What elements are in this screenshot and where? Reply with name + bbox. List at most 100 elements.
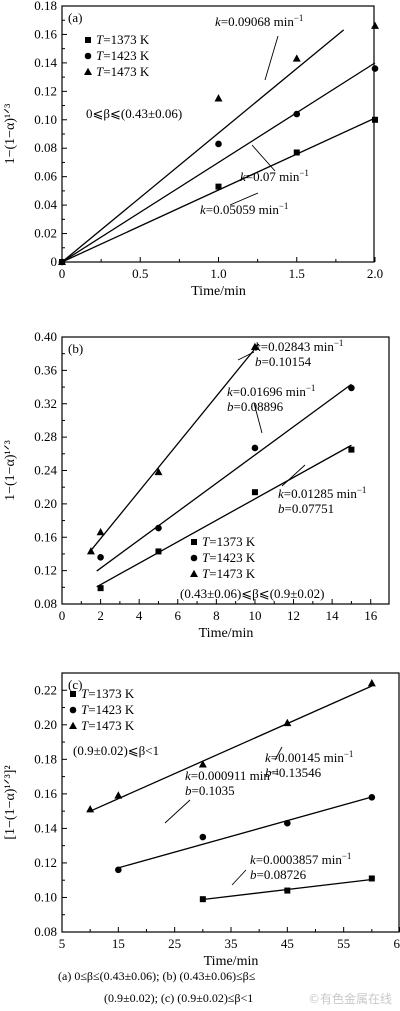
x-tick-label: 25 (168, 936, 181, 951)
fit-b-label: b=0.10154 (255, 354, 312, 369)
x-tick-label: 14 (326, 608, 340, 623)
fit-b-label: b=0.08896 (227, 399, 284, 414)
x-tick-label: 0 (59, 608, 66, 623)
y-tick-label: 0.10 (34, 889, 57, 904)
annotation-leader (251, 144, 276, 172)
data-point (367, 679, 376, 687)
condition-label: 0⩽β⩽(0.43±0.06) (86, 106, 182, 121)
x-axis-label: Time/min (199, 626, 254, 641)
panel-label: (a) (68, 10, 82, 25)
data-point (284, 819, 291, 827)
y-tick-label: 0.08 (34, 924, 57, 939)
data-point (96, 527, 105, 536)
data-point (215, 183, 222, 190)
data-point (154, 467, 163, 476)
panel-label: (b) (68, 341, 83, 356)
annotation-leader (164, 799, 191, 824)
y-tick-label: 0.36 (34, 362, 57, 377)
legend-marker (191, 539, 197, 545)
data-point (115, 866, 122, 874)
data-point (86, 805, 95, 813)
y-axis-label: 1−(1−α)¹ᐟ³ (3, 440, 18, 501)
fit-k-label: k=0.05059 min−1 (200, 201, 288, 217)
fit-line (96, 444, 352, 588)
y-tick-label: 0.16 (34, 786, 57, 801)
caption-line-1: (a) 0≤β≤(0.43±0.06); (b) (0.43±0.06)≤β≤ (58, 969, 256, 983)
legend-marker (84, 67, 92, 75)
x-tick-label: 1.0 (210, 266, 226, 281)
data-point (198, 760, 207, 768)
legend-marker (84, 52, 92, 60)
annotation-leader (229, 192, 259, 206)
data-point (199, 833, 207, 841)
x-tick-label: 45 (281, 936, 294, 951)
x-tick-label: 4 (136, 608, 143, 623)
caption-line-2: (0.9±0.02); (c) (0.9±0.02)≤β<1 (104, 991, 254, 1005)
fit-k-label: k=0.07 min−1 (240, 168, 309, 184)
y-tick-label: 0.20 (34, 496, 57, 511)
legend-label: T=1373 K (81, 686, 135, 701)
data-point (97, 553, 104, 561)
y-tick-label: 0.20 (34, 717, 57, 732)
data-point (114, 791, 123, 799)
y-tick-label: 0.08 (34, 140, 57, 155)
fit-k-label: k=0.01285 min−1 (278, 485, 366, 501)
x-tick-label: 1.5 (289, 266, 305, 281)
fit-k-label: k=0.00145 min−1 (265, 749, 353, 765)
fit-b-label: b=0.07751 (278, 501, 334, 516)
x-tick-label: 2.0 (367, 266, 383, 281)
legend-marker (190, 569, 198, 577)
y-axis-label: 1−(1−α)¹ᐟ³ (3, 104, 18, 165)
y-tick-label: 0 (51, 254, 58, 269)
y-tick-label: 0.04 (34, 197, 57, 212)
fit-k-label: k=0.01696 min−1 (227, 383, 315, 399)
y-tick-label: 0.16 (34, 26, 57, 41)
x-tick-label: 2 (97, 608, 104, 623)
y-tick-label: 0.32 (34, 396, 57, 411)
y-tick-label: 0.14 (34, 820, 57, 835)
annotation-leader (253, 402, 263, 434)
annotation-leader (274, 746, 283, 761)
legend-label: T=1473 K (81, 718, 135, 733)
data-point (155, 548, 162, 555)
y-tick-label: 0.18 (34, 0, 57, 13)
fit-line (96, 383, 352, 572)
x-tick-label: 15 (112, 936, 125, 951)
y-axis-label: [1−(1−α)¹ᐟ³]² (3, 765, 18, 839)
condition-label: (0.43±0.06)⩽β⩽(0.9±0.02) (180, 586, 325, 601)
data-point (371, 21, 379, 29)
data-point (371, 65, 379, 72)
data-point (214, 94, 223, 102)
x-tick-label: 35 (225, 936, 238, 951)
data-point (155, 524, 162, 532)
legend-marker (85, 37, 91, 43)
data-point (250, 342, 259, 351)
data-point (293, 149, 300, 156)
data-point (348, 384, 355, 392)
annotation-leader (264, 35, 279, 81)
y-tick-label: 0.28 (34, 429, 57, 444)
data-point (368, 875, 375, 882)
data-point (292, 54, 301, 62)
x-tick-label: 0.5 (132, 266, 148, 281)
y-tick-label: 0.12 (34, 83, 57, 98)
fit-line (61, 29, 345, 263)
data-point (199, 896, 206, 903)
x-tick-label: 10 (248, 608, 261, 623)
annotation-leader (281, 464, 306, 487)
y-tick-label: 0.40 (34, 329, 57, 344)
data-point (251, 444, 259, 452)
y-tick-label: 0.22 (34, 682, 57, 697)
y-tick-label: 0.14 (34, 55, 57, 70)
data-point (372, 116, 378, 123)
annotation-leader (237, 351, 255, 361)
x-tick-label: 65 (394, 936, 400, 951)
y-tick-label: 0.02 (34, 226, 57, 241)
legend-marker (69, 706, 77, 714)
y-tick-label: 0.12 (34, 855, 57, 870)
legend-label: T=1423 K (96, 48, 150, 63)
data-point (368, 794, 376, 801)
fit-line (118, 796, 373, 869)
legend-label: T=1373 K (202, 534, 256, 549)
